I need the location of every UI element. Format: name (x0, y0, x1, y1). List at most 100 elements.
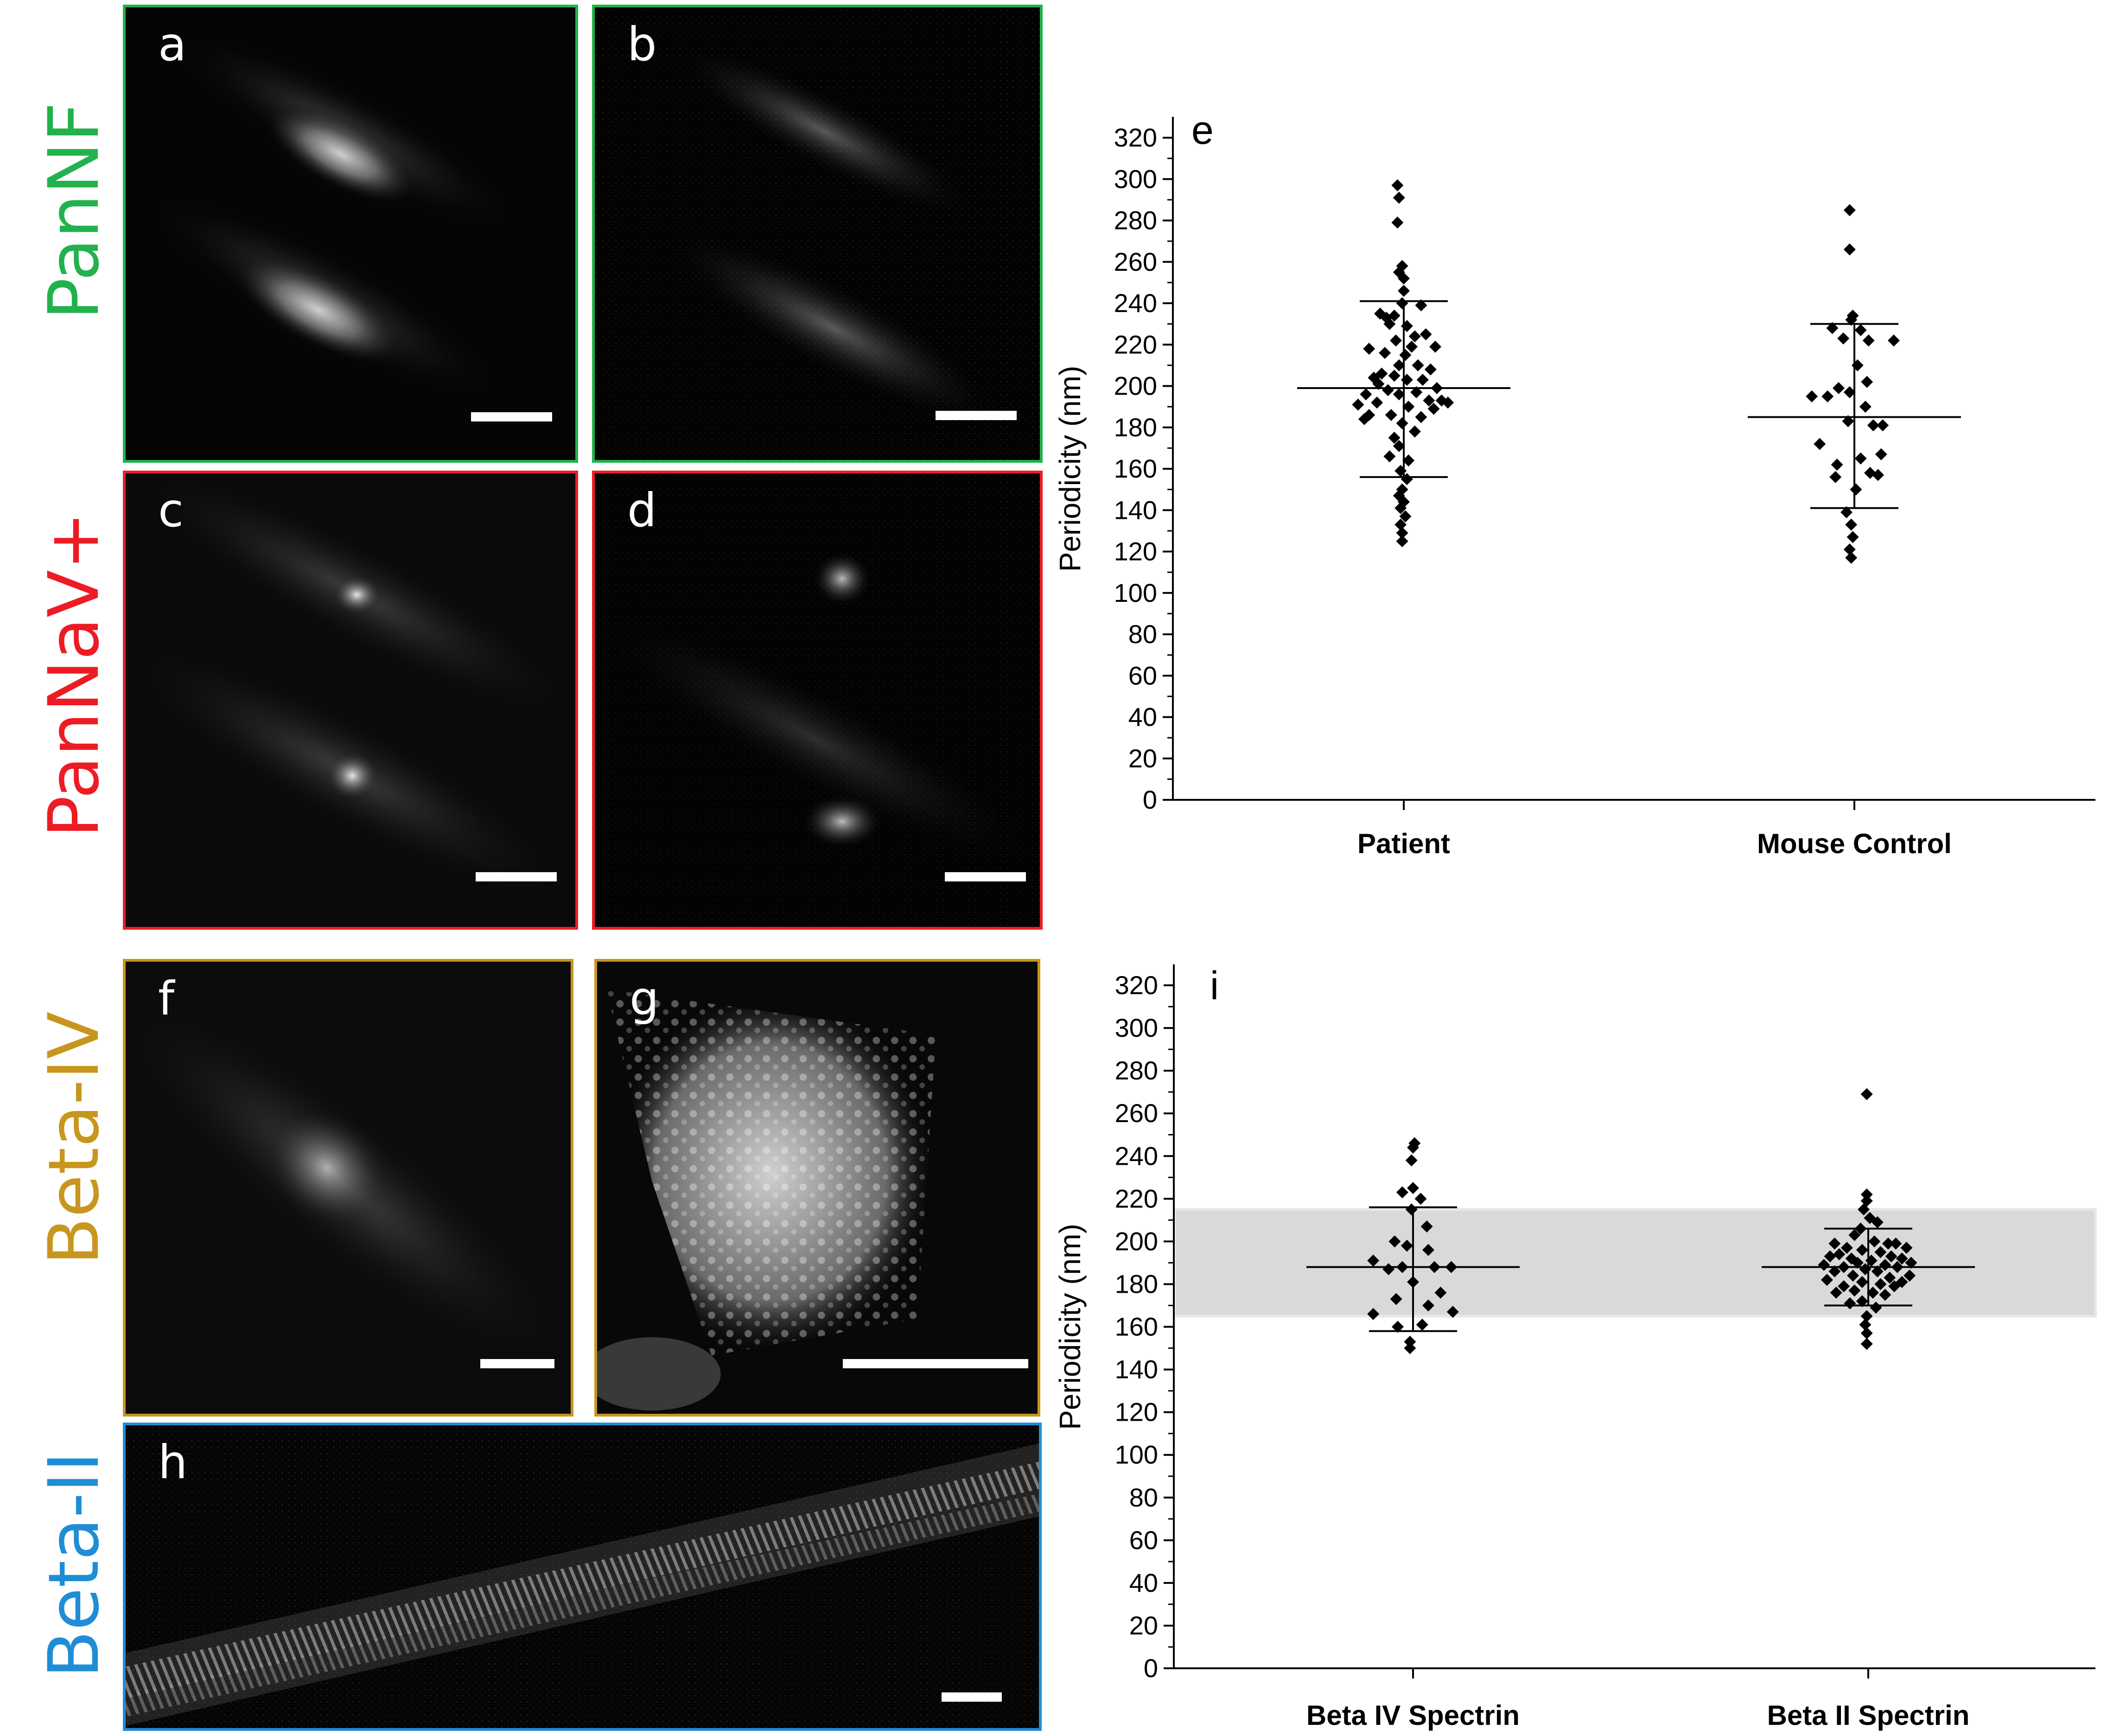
y-tick-label: 240 (1114, 288, 1157, 318)
data-point (1416, 374, 1429, 386)
y-tick-label: 300 (1115, 1013, 1158, 1042)
data-point (1848, 1229, 1861, 1241)
y-tick-label: 20 (1129, 1611, 1158, 1640)
data-point (1402, 401, 1415, 413)
y-tick-label: 280 (1114, 206, 1157, 235)
data-point (1866, 1286, 1879, 1299)
panel-a-letter: a (158, 17, 187, 71)
panel-h-scalebar (942, 1692, 1002, 1702)
data-point (1388, 309, 1401, 322)
x-category-label: Beta IV Spectrin (1306, 1700, 1520, 1731)
row-label-betaiv: Beta-IV (34, 1011, 115, 1265)
data-point (1393, 440, 1405, 452)
data-point (1396, 1186, 1408, 1199)
data-point (1423, 394, 1435, 407)
data-point (1821, 1274, 1833, 1286)
data-point (1392, 1321, 1404, 1333)
data-point (1859, 1318, 1872, 1331)
data-point (1877, 419, 1889, 432)
data-point (1843, 204, 1856, 217)
y-tick-label: 300 (1114, 164, 1157, 193)
data-point (1864, 466, 1876, 479)
data-point (1415, 299, 1427, 312)
data-point (1885, 1250, 1897, 1263)
y-tick-label: 140 (1114, 495, 1157, 524)
y-tick-label: 0 (1143, 785, 1157, 814)
data-point (1831, 459, 1843, 471)
panel-b-image (595, 7, 1040, 460)
data-point (1396, 535, 1408, 548)
data-point (1871, 1265, 1884, 1277)
data-point (1379, 347, 1391, 359)
data-point (1860, 1338, 1873, 1350)
panel-h-letter: h (158, 1435, 188, 1489)
data-point (1422, 1244, 1434, 1256)
panel-f-letter: f (158, 971, 175, 1026)
data-point (1838, 1280, 1850, 1293)
shaded-band (1173, 1208, 2097, 1318)
data-point (1829, 471, 1842, 483)
data-point (1850, 483, 1862, 496)
data-point (1814, 438, 1826, 450)
data-point (1896, 1252, 1908, 1265)
data-point (1882, 1237, 1894, 1250)
data-point (1905, 1257, 1917, 1269)
data-point (1854, 452, 1867, 465)
panel-d-scalebar (945, 872, 1026, 881)
row-label-pannav: PanNaV+ (34, 511, 115, 838)
data-point (1840, 1242, 1853, 1254)
y-tick-label: 160 (1115, 1312, 1158, 1341)
y-tick-label: 240 (1115, 1141, 1158, 1170)
data-point (1415, 411, 1427, 423)
data-point (1826, 322, 1839, 334)
data-point (1407, 1182, 1419, 1194)
panel-g-letter: g (630, 971, 659, 1026)
data-point (1856, 1295, 1868, 1308)
data-point (1874, 1246, 1887, 1258)
data-point (1358, 413, 1370, 425)
data-point (1398, 272, 1410, 285)
row-label-betaii: Beta-II (34, 1451, 115, 1679)
panel-c-widefield: c (123, 471, 578, 930)
data-point (1390, 1293, 1402, 1305)
data-point (1843, 543, 1856, 556)
data-point (1860, 1188, 1873, 1201)
data-point (1396, 527, 1408, 539)
panel-g-image (597, 989, 936, 1411)
data-point (1847, 1270, 1859, 1282)
data-point (1828, 1237, 1841, 1250)
panel-g-superres: g (594, 959, 1040, 1417)
data-point (1874, 1278, 1887, 1290)
data-point (1806, 390, 1818, 402)
y-tick-label: 120 (1114, 537, 1157, 566)
data-point (1884, 1271, 1896, 1284)
data-point (1842, 415, 1854, 428)
panel-b-letter: b (627, 17, 657, 71)
y-tick-label: 100 (1115, 1440, 1158, 1469)
data-point (1424, 363, 1437, 376)
y-tick-label: 320 (1115, 970, 1158, 1000)
panel-a-scalebar (471, 412, 552, 421)
y-tick-label: 60 (1129, 1525, 1158, 1555)
data-point (1416, 1318, 1428, 1331)
y-tick-label: 40 (1129, 1568, 1158, 1597)
y-tick-label: 200 (1114, 371, 1157, 401)
data-point (1406, 340, 1418, 353)
panel-d-superres: d (592, 471, 1043, 930)
data-point (1367, 1308, 1380, 1320)
data-point (1843, 386, 1856, 398)
data-point (1830, 1286, 1842, 1299)
chart-e-periodicity: 0 20 40 60 80 100 120 140 160 180 200 220 240 260 280 3… (1053, 108, 2095, 859)
y-tick-label: 0 (1144, 1653, 1158, 1683)
data-point (1427, 402, 1440, 415)
data-point (1399, 510, 1412, 523)
data-point (1856, 1244, 1868, 1256)
data-point (1434, 1286, 1447, 1299)
data-point (1383, 450, 1396, 463)
data-point (1401, 320, 1413, 332)
data-point (1371, 396, 1383, 409)
data-point (1837, 332, 1850, 345)
y-tick-label: 60 (1128, 661, 1157, 690)
data-point (1864, 1212, 1876, 1224)
panel-c-scalebar (476, 872, 557, 881)
